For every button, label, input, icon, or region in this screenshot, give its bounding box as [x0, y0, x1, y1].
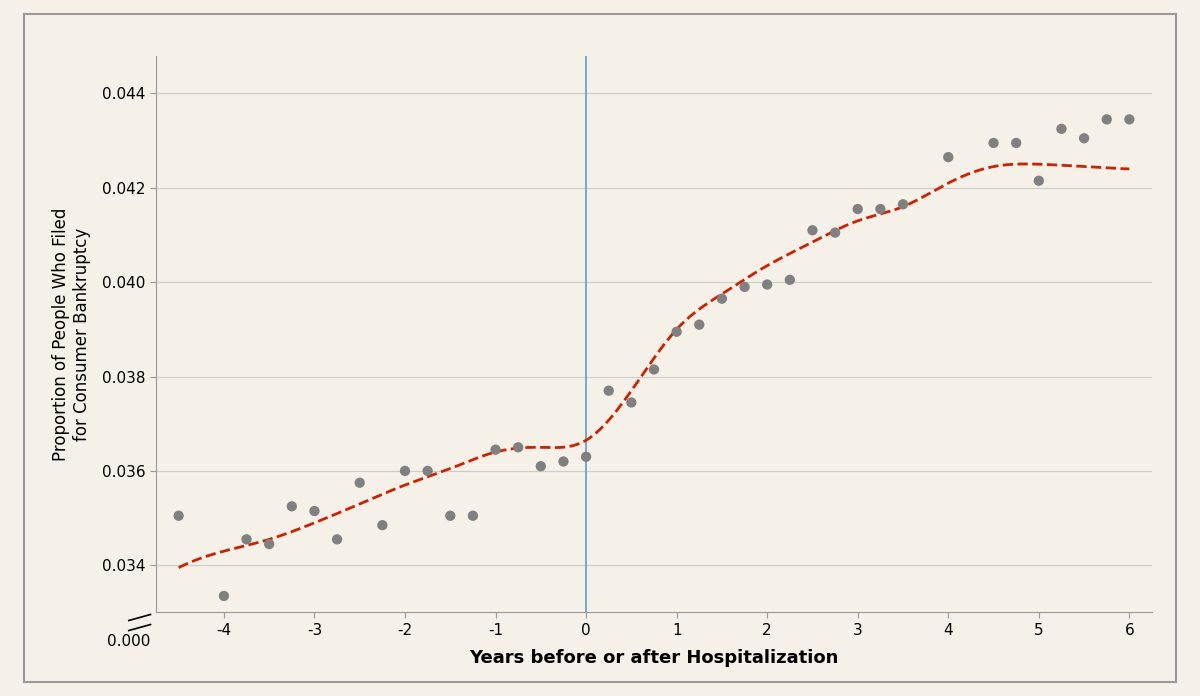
- Point: [599, 385, 618, 396]
- Point: [463, 510, 482, 521]
- Point: [418, 466, 437, 477]
- Point: [215, 590, 234, 601]
- Point: [1052, 123, 1072, 134]
- Point: [236, 534, 256, 545]
- Point: [259, 539, 278, 550]
- Point: [576, 451, 595, 462]
- Point: [734, 281, 754, 292]
- Point: [169, 510, 188, 521]
- Point: [757, 279, 776, 290]
- Point: [713, 293, 732, 304]
- Point: [984, 137, 1003, 148]
- Point: [848, 203, 868, 214]
- Point: [780, 274, 799, 285]
- Point: [803, 225, 822, 236]
- Point: [1120, 114, 1139, 125]
- Point: [1097, 114, 1116, 125]
- Point: [373, 520, 392, 531]
- Point: [1030, 175, 1049, 187]
- Point: [1074, 133, 1093, 144]
- Point: [826, 227, 845, 238]
- Point: [1007, 137, 1026, 148]
- Point: [622, 397, 641, 408]
- Point: [871, 203, 890, 214]
- X-axis label: Years before or after Hospitalization: Years before or after Hospitalization: [469, 649, 839, 667]
- Text: 0.000: 0.000: [107, 634, 150, 649]
- Point: [667, 326, 686, 338]
- Point: [440, 510, 460, 521]
- Point: [554, 456, 574, 467]
- Point: [690, 319, 709, 330]
- Point: [938, 152, 958, 163]
- Point: [893, 199, 913, 210]
- Point: [509, 442, 528, 453]
- Point: [282, 500, 301, 512]
- Point: [305, 505, 324, 516]
- Y-axis label: Proportion of People Who Filed
for Consumer Bankruptcy: Proportion of People Who Filed for Consu…: [52, 207, 91, 461]
- Point: [532, 461, 551, 472]
- Point: [328, 534, 347, 545]
- Point: [350, 477, 370, 489]
- Point: [396, 466, 415, 477]
- Point: [486, 444, 505, 455]
- Point: [644, 364, 664, 375]
